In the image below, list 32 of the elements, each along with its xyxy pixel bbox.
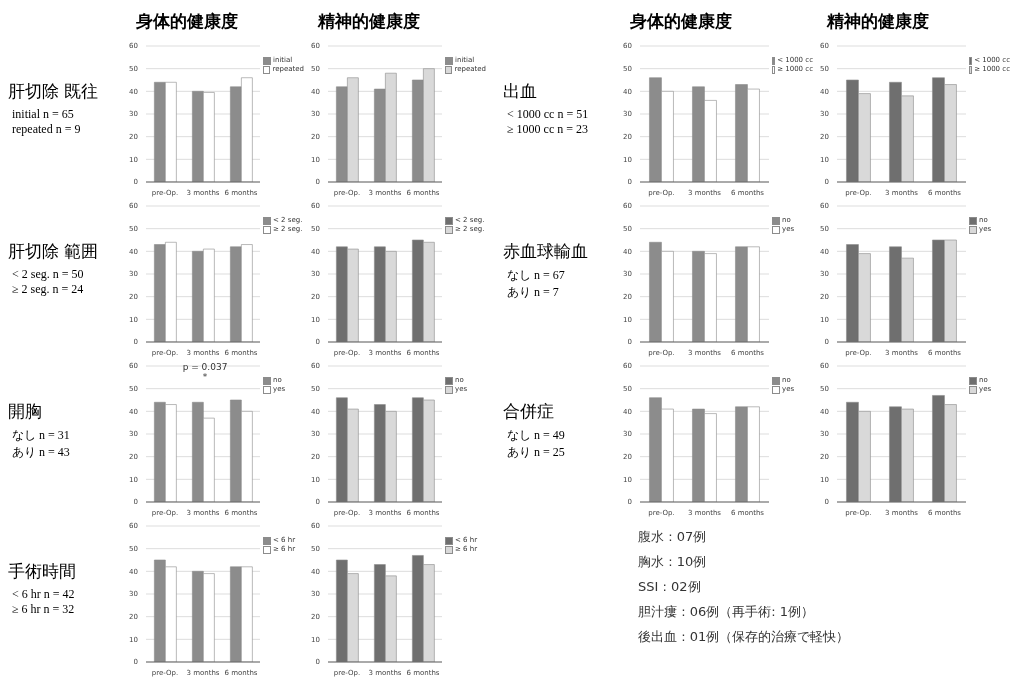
- text: ≥ 2 seg. n = 24: [11, 282, 85, 297]
- chart-title: 精神的健康度: [827, 10, 930, 33]
- text: 胆汁瘻 : 06例（再手術: 1例）: [638, 603, 815, 621]
- text: SSI : 02例: [638, 578, 702, 596]
- text: 手術時間: [8, 560, 77, 583]
- text: あり n = 43: [11, 444, 71, 461]
- text: ≥ 6 hr n = 32: [11, 602, 76, 617]
- text: repeated n = 9: [11, 122, 82, 137]
- text: 肝切除 範囲: [8, 240, 100, 263]
- text: initial n = 65: [11, 107, 75, 122]
- chart-title: 精神的健康度: [318, 10, 421, 33]
- chart-title: 身体的健康度: [630, 11, 732, 31]
- text: < 1000 cc n = 51: [506, 107, 590, 122]
- text: < 2 seg. n = 50: [11, 267, 85, 282]
- text: あり n = 25: [506, 444, 566, 461]
- text: なし n = 31: [11, 427, 71, 444]
- text: あり n = 7: [506, 284, 560, 301]
- text: なし n = 67: [506, 267, 566, 284]
- annotation: p = 0.037: [181, 362, 229, 372]
- text: ≥ 1000 cc n = 23: [506, 122, 589, 137]
- text: 肝切除 既往: [8, 80, 100, 103]
- chart-title: 身体的健康度: [136, 11, 238, 31]
- text: 胸水 : 10例: [638, 553, 708, 571]
- text: 後出血 : 01例（保存的治療で軽快）: [638, 628, 851, 646]
- text: < 6 hr n = 42: [11, 587, 76, 602]
- text: 開胸: [8, 400, 43, 423]
- text: 合併症: [503, 400, 555, 423]
- annotation: *: [201, 372, 209, 382]
- text: 赤血球輸血: [503, 240, 589, 263]
- text: なし n = 49: [506, 427, 566, 444]
- text: 出血: [503, 80, 538, 103]
- text: 腹水 : 07例: [638, 528, 708, 546]
